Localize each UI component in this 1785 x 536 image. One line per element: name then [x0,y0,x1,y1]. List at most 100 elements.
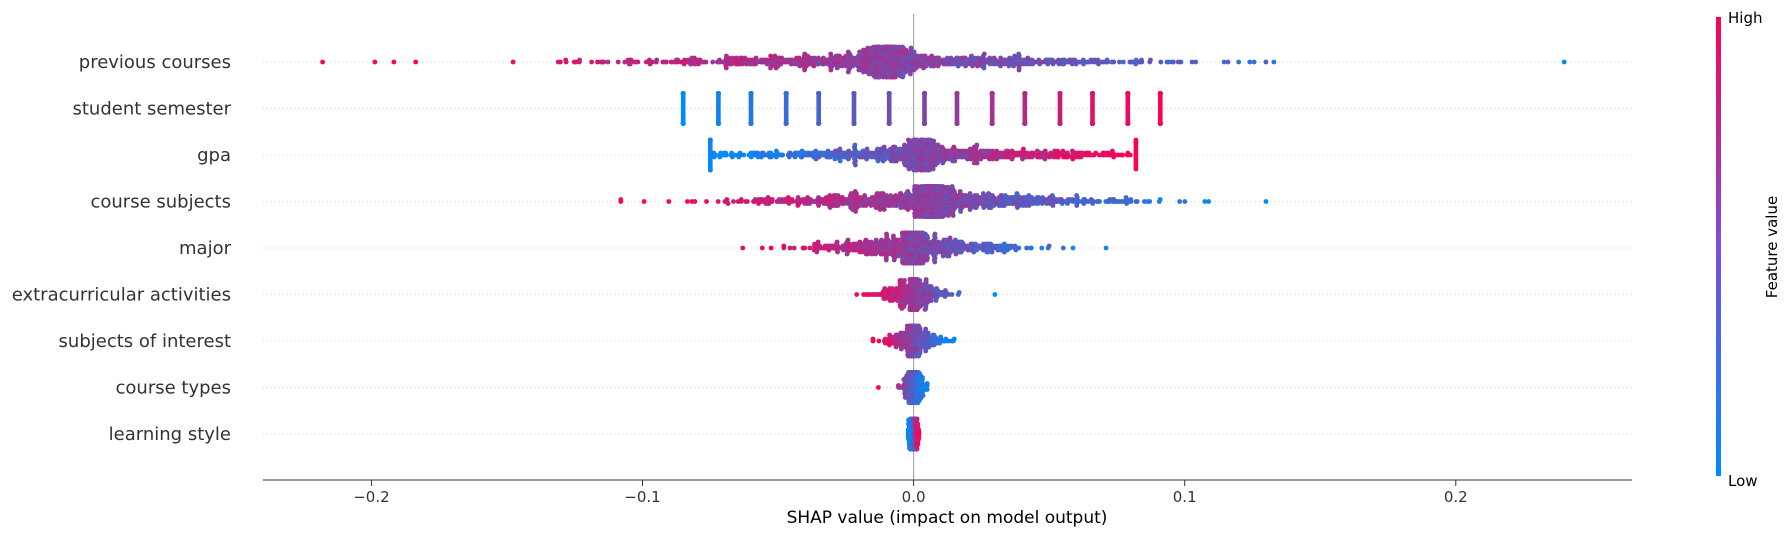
shap-point [855,63,861,69]
shap-point [983,57,989,63]
shap-point [894,203,899,208]
shap-point [978,156,984,162]
shap-point [1069,61,1075,67]
shap-point [939,144,945,150]
shap-point [704,199,709,204]
shap-point [988,57,994,63]
shap-point [1037,61,1043,67]
shap-point [903,47,909,53]
shap-point [1056,61,1062,67]
shap-point [1133,166,1139,172]
shap-point [981,51,987,57]
shap-point [748,121,754,126]
shap-point [666,199,672,204]
shap-point [1164,59,1170,65]
shap-point [922,53,928,59]
shap-point [724,199,730,204]
shap-point [812,199,818,204]
shap-point [945,55,950,61]
shap-point [692,199,698,204]
shap-point [851,121,857,126]
shap-point [802,201,808,206]
shap-point [835,148,841,154]
shap-point [763,57,768,63]
shap-point [959,154,965,160]
shap-point [922,121,927,126]
shap-point [891,144,896,150]
shap-point [924,61,930,67]
shap-point [974,57,980,63]
shap-point [1110,148,1115,154]
shap-point [822,201,828,206]
shap-point [906,166,912,172]
shap-point [873,205,879,210]
shap-point [821,55,826,61]
shap-point [765,195,771,200]
shap-point [1117,59,1122,65]
shap-point [792,154,798,160]
shap-point [707,137,713,143]
shap-point [845,69,851,75]
shap-point [858,154,864,160]
shap-point [977,195,983,200]
shap-point [908,71,913,77]
shap-point [1078,154,1084,160]
shap-point [890,74,896,80]
shap-point [1064,154,1070,160]
shap-point [970,154,975,160]
shap-point [1118,152,1124,158]
shap-point [963,193,968,198]
shap-point [674,57,679,63]
shap-point [664,59,669,65]
shap-point [940,160,946,166]
shap-point [1271,59,1277,65]
shap-point [974,142,980,148]
shap-point [974,205,979,210]
shap-point [954,121,960,126]
shap-point [984,148,990,154]
shap-point [680,121,686,126]
shap-point [941,185,947,190]
shap-point [950,57,955,63]
shap-point [1002,193,1008,198]
shap-point [1036,57,1042,63]
shap-point [769,197,775,202]
shap-point [941,57,946,63]
shap-point [873,74,879,80]
shap-point [1034,148,1040,154]
shap-point [910,65,915,71]
shap-point [986,191,991,196]
shap-point [1016,51,1022,57]
shap-point [821,61,827,67]
shap-point [977,57,983,63]
shap-point [752,150,757,156]
shap-point [917,166,923,172]
shap-point [1110,197,1115,202]
shap-point [748,91,754,96]
shap-point [811,154,817,160]
shap-point [921,167,927,173]
shap-point [1125,121,1131,126]
shap-point [775,63,781,69]
shap-point [867,47,873,53]
shap-point [1251,59,1257,65]
shap-point [904,191,909,196]
shap-point [783,91,789,96]
shap-point [937,184,943,189]
shap-point [1016,150,1022,156]
shap-point [770,55,775,61]
shap-point [917,63,923,69]
shap-point [999,61,1005,67]
shap-point [771,152,776,158]
shap-point [641,199,647,204]
shap-point [952,205,958,210]
shap-point [1090,121,1095,126]
shap-point [879,193,884,198]
shap-point [1090,201,1096,206]
shap-point [832,156,838,162]
shap-point [1076,199,1082,204]
shap-point [1030,150,1036,156]
shap-point [1189,59,1195,65]
shap-point [883,193,889,198]
shap-point [796,201,802,206]
